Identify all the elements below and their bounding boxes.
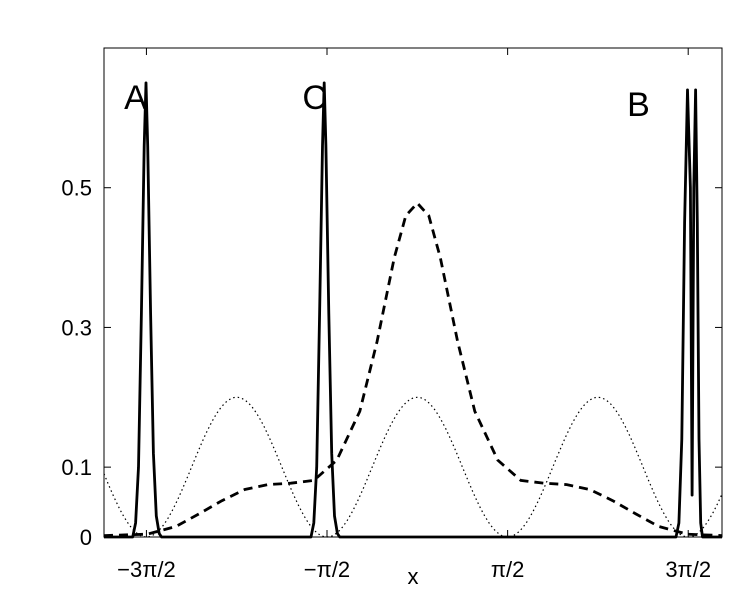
y-tick-label: 0.5 (61, 176, 92, 201)
y-tick-label: 0 (80, 525, 92, 550)
series-layer (103, 81, 723, 539)
series-dotted-line (103, 396, 723, 538)
peak-label-a: A (124, 79, 147, 117)
x-axis-label: x (408, 564, 419, 589)
series-solid-line (104, 81, 722, 539)
x-tick-label: −π/2 (304, 557, 350, 582)
x-tick-label: −3π/2 (117, 557, 176, 582)
x-tick-label: π/2 (491, 557, 525, 582)
y-tick-label: 0.1 (61, 455, 92, 480)
x-tick-label: 3π/2 (665, 557, 711, 582)
peak-label-c: C (302, 79, 327, 117)
y-tick-label: 0.3 (61, 315, 92, 340)
series-dashed-line (103, 201, 723, 537)
ticks-layer: −3π/2 −π/2 π/2 3π/2 0 0.1 0.3 0.5 (61, 48, 722, 582)
peak-label-b: B (627, 86, 650, 124)
